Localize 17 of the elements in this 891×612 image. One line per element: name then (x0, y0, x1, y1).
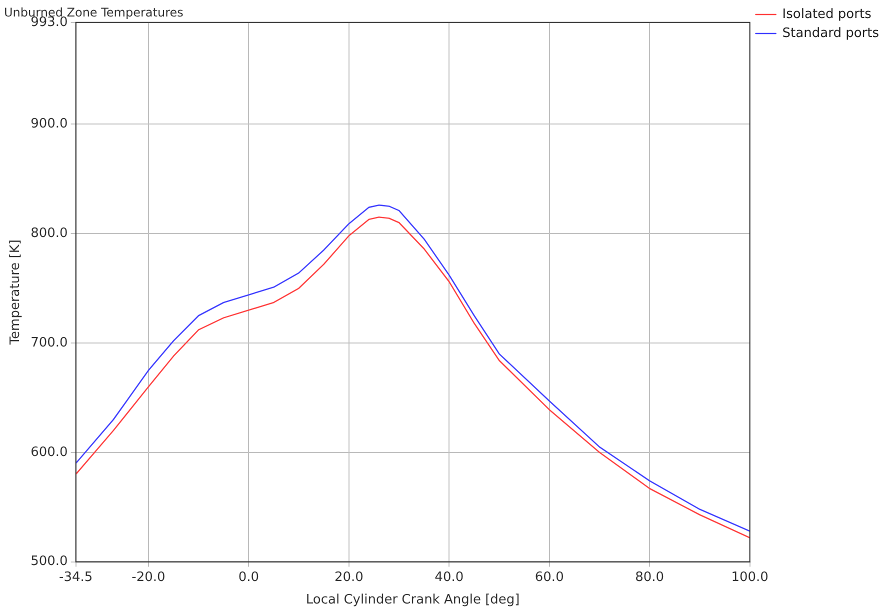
y-tick-label: 700.0 (30, 335, 68, 350)
x-tick-label: 80.0 (635, 570, 664, 585)
legend-label: Isolated ports (782, 6, 872, 22)
y-axis-title: Temperature [K] (8, 240, 24, 346)
x-tick-label: -34.5 (58, 570, 93, 585)
x-tick-label: 60.0 (534, 570, 564, 585)
y-tick-label: 500.0 (30, 554, 68, 570)
x-tick-label: 20.0 (334, 570, 364, 585)
legend-label: Standard ports (782, 26, 880, 41)
x-tick-label: 0.0 (238, 570, 260, 585)
x-tick-label: 100.0 (731, 570, 768, 585)
x-axis-title: Local Cylinder Crank Angle [deg] (306, 592, 520, 608)
x-tick-label: -20.0 (132, 570, 166, 585)
y-tick-label: 900.0 (30, 116, 68, 132)
y-tick-label: 600.0 (30, 444, 68, 460)
y-tick-label: 800.0 (30, 226, 68, 241)
x-tick-label: 40.0 (434, 570, 464, 585)
